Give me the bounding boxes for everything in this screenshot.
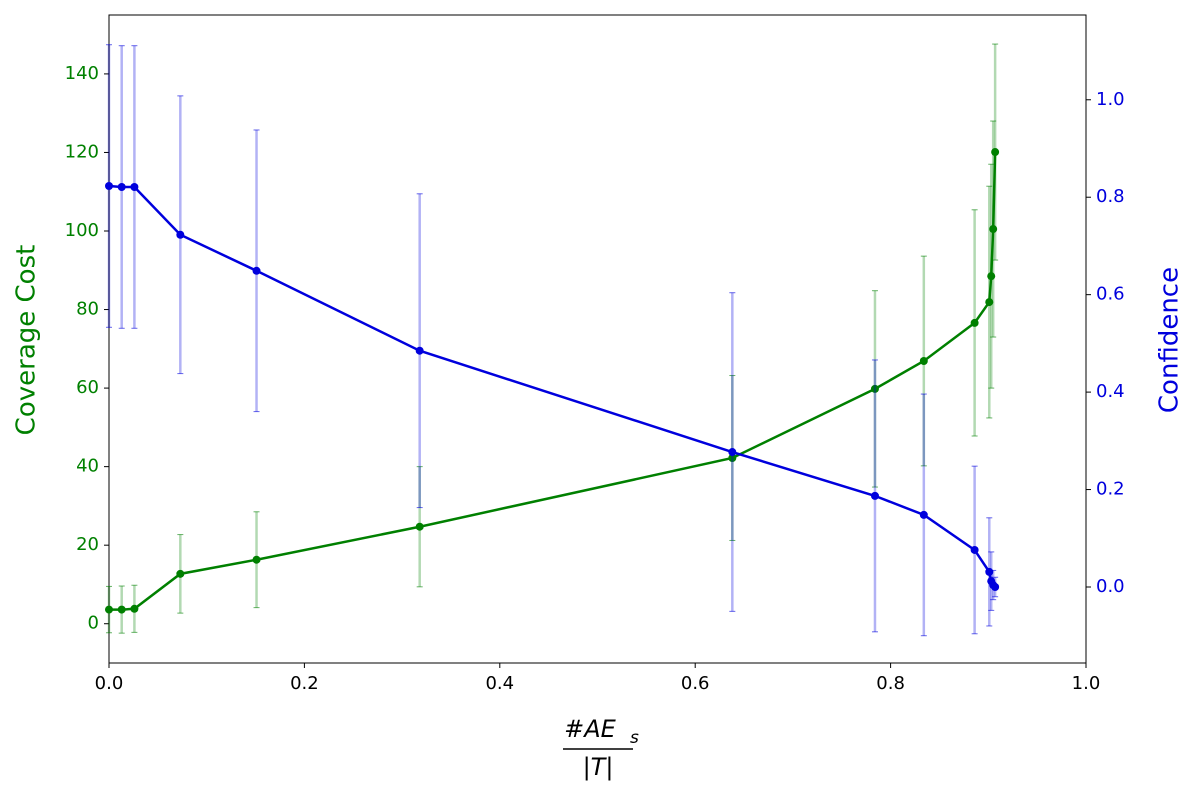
y-tick-label: 60 [76, 377, 99, 398]
point [870, 491, 879, 500]
x-tick-label: 0.6 [681, 673, 710, 694]
y2-tick-label: 0.6 [1096, 284, 1125, 305]
y2-tick-label: 0.0 [1096, 576, 1125, 597]
y-tick-label: 80 [76, 299, 99, 320]
y-tick-label: 0 [88, 613, 99, 634]
point [985, 567, 994, 576]
point [919, 510, 928, 519]
x-tick-label: 0.0 [95, 673, 124, 694]
y-tick-label: 20 [76, 534, 99, 555]
point [176, 230, 185, 239]
x-tick-label: 0.4 [485, 673, 514, 694]
point [130, 604, 139, 613]
point [415, 346, 424, 355]
y2-tick-label: 0.4 [1096, 381, 1125, 402]
y2-tick-label: 0.8 [1096, 186, 1125, 207]
y-tick-label: 120 [65, 141, 99, 162]
plot-frame [108, 14, 1087, 664]
point [989, 225, 998, 234]
point [970, 318, 979, 327]
point [117, 605, 126, 614]
x-label-denominator: |T| [583, 753, 614, 781]
point [970, 545, 979, 554]
point [728, 448, 737, 457]
y-tick-label: 100 [65, 220, 99, 241]
point [105, 182, 113, 191]
x-tick-label: 0.8 [876, 673, 905, 694]
x-tick-label: 1.0 [1072, 673, 1101, 694]
point [919, 356, 928, 365]
series-line [108, 184, 997, 588]
y-tick-label: 40 [76, 456, 99, 477]
point [252, 266, 261, 275]
point [987, 272, 996, 281]
y2-tick-label: 0.2 [1096, 479, 1125, 500]
point [105, 605, 113, 614]
point [991, 148, 1000, 157]
point [985, 298, 994, 307]
y-tick-label: 140 [65, 63, 99, 84]
x-label-subscript: s [630, 728, 639, 748]
point [991, 582, 1000, 591]
point [415, 522, 424, 531]
point [870, 384, 879, 393]
y2-axis-label: Confidence [1155, 267, 1185, 413]
point [252, 555, 261, 564]
point [130, 182, 139, 191]
point [728, 453, 737, 462]
point [117, 182, 126, 191]
x-tick-label: 0.2 [290, 673, 319, 694]
series-line [109, 152, 997, 611]
y-axis-label: Coverage Cost [12, 245, 42, 436]
x-label-numerator: #AE [564, 715, 617, 743]
y2-tick-label: 1.0 [1096, 89, 1125, 110]
point [176, 569, 185, 578]
